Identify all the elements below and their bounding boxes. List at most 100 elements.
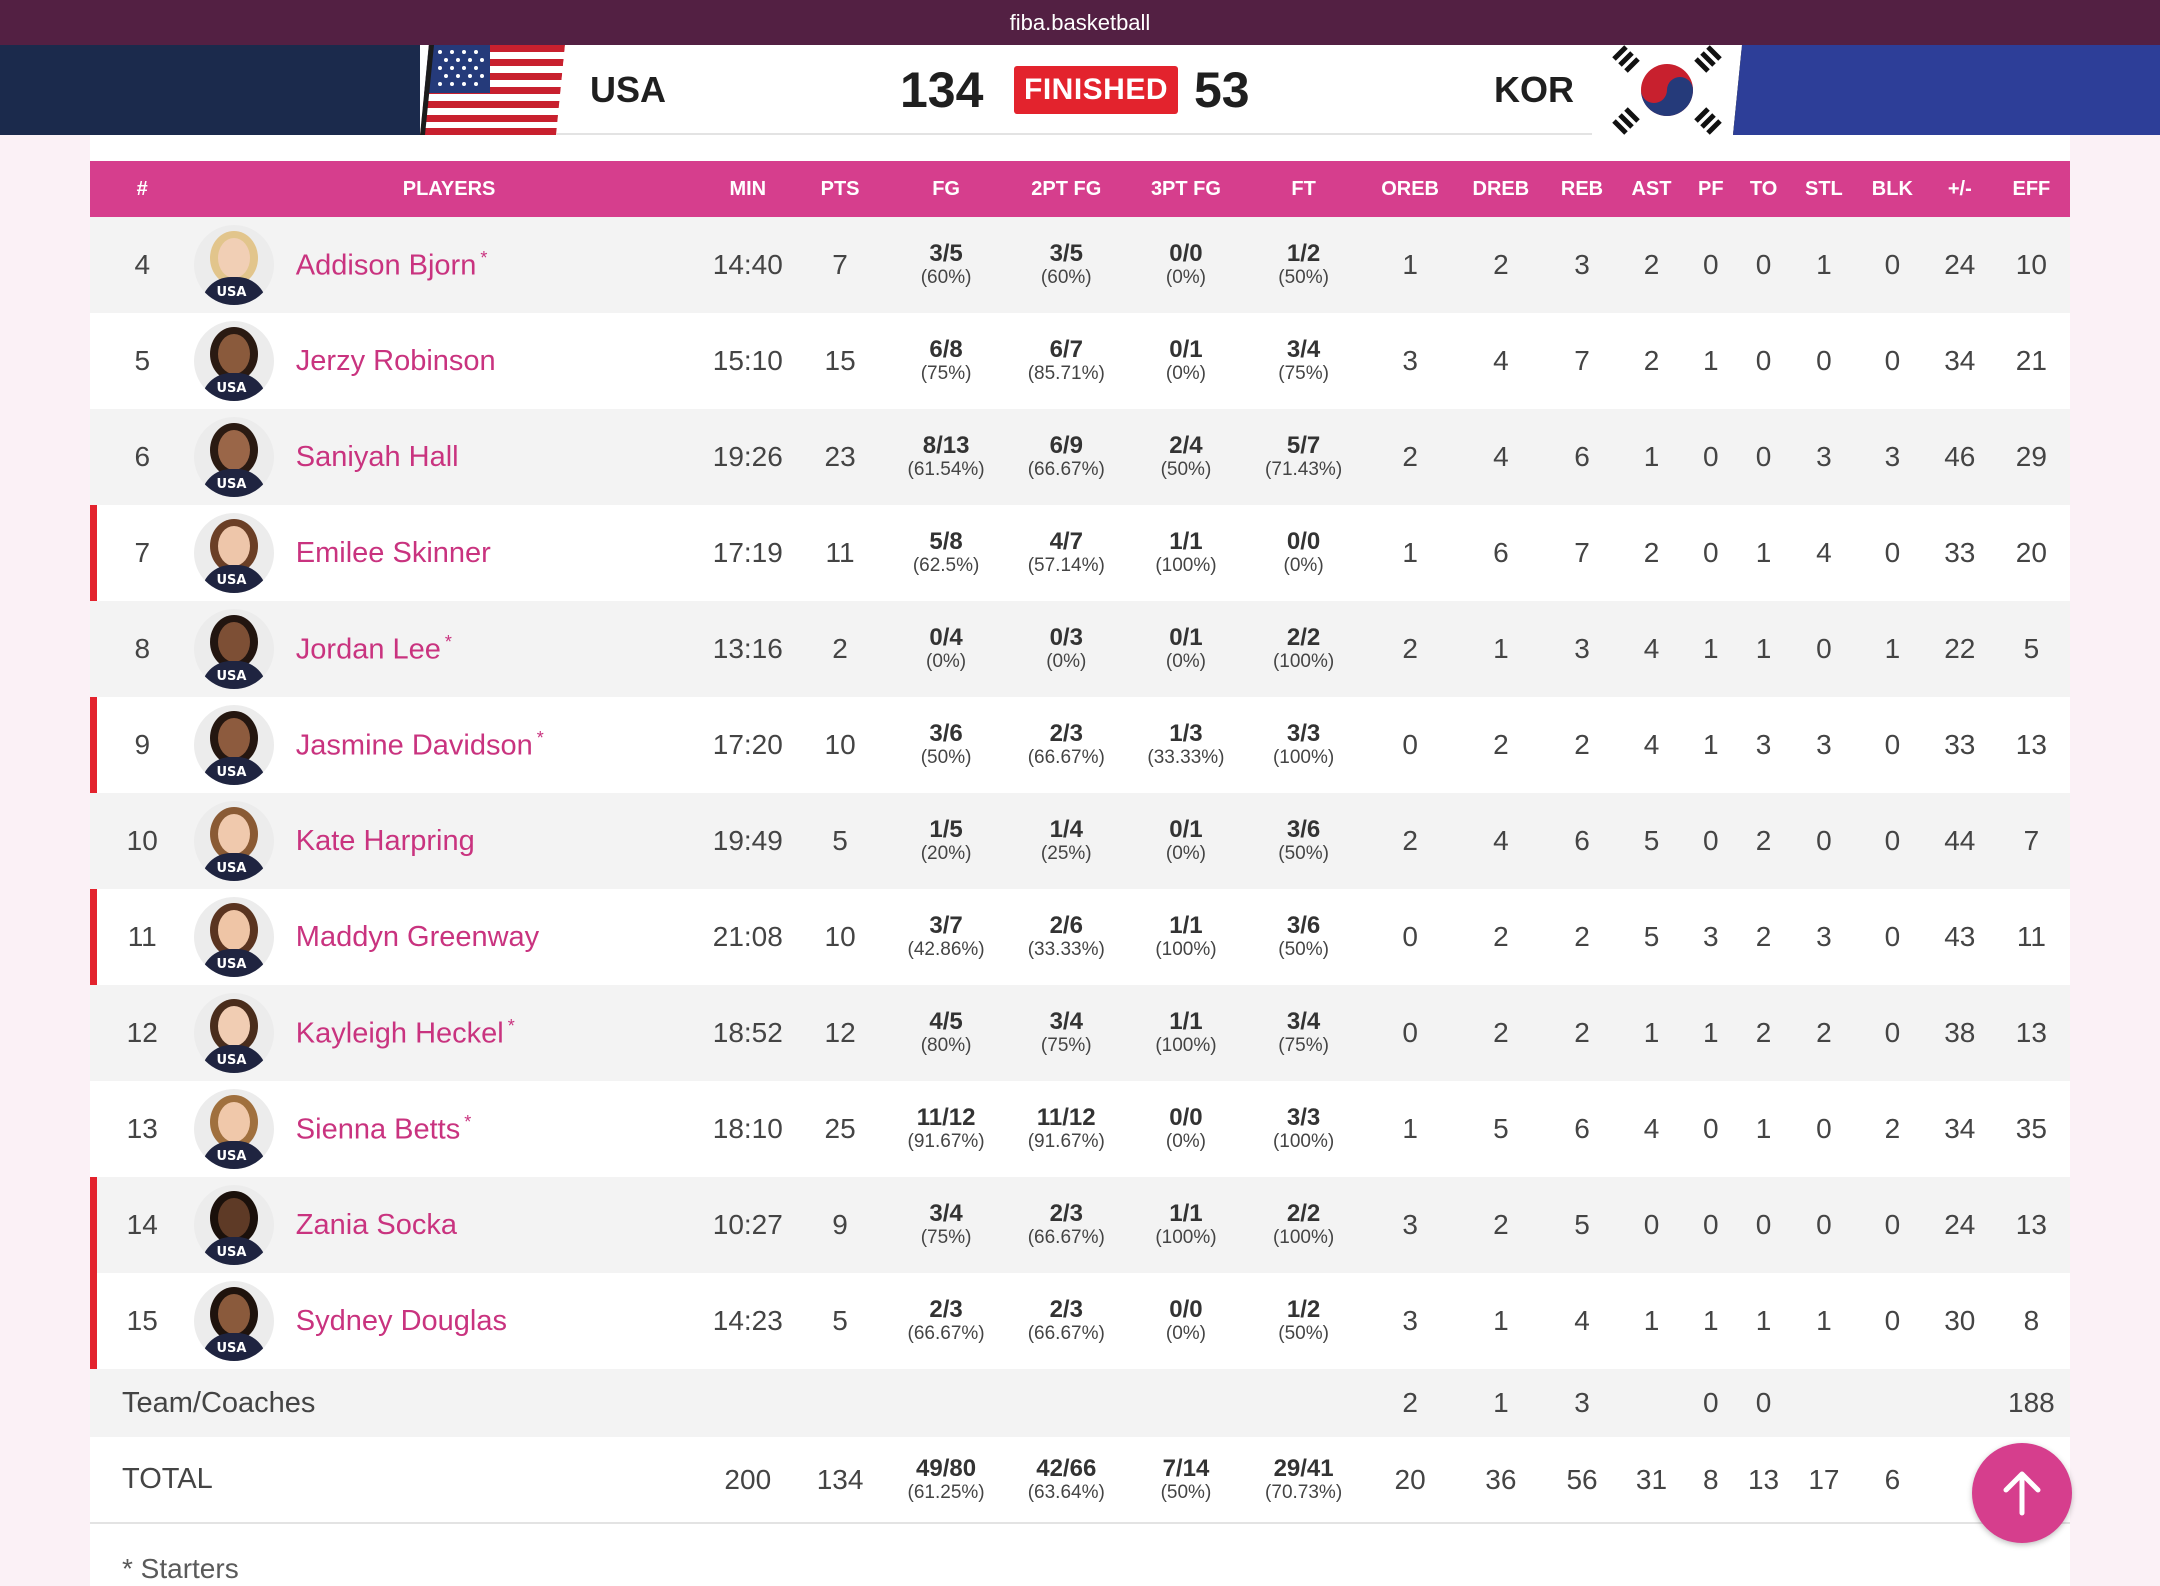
stat-fg: 5/8 (62.5%) [888, 505, 1004, 601]
player-name-link[interactable]: Emilee Skinner [288, 505, 704, 601]
col-header-blk[interactable]: BLK [1871, 177, 1913, 200]
stat-plus-minus: 22 [1944, 633, 1976, 664]
avatar[interactable]: USA [194, 1089, 275, 1169]
col-header-plus-minus[interactable]: +/- [1947, 177, 1972, 200]
stat-2pt-fg: 2/3 (66.67%) [1004, 697, 1129, 793]
player-name[interactable]: Jasmine Davidson [295, 729, 533, 762]
jersey-number: 5 [134, 345, 151, 376]
player-name-link[interactable]: Addison Bjorn * [288, 217, 704, 313]
stat-pf: 1 [1703, 1305, 1719, 1336]
player-name[interactable]: Kate Harpring [295, 824, 475, 857]
stat-2pt-fg-pct: (57.14%) [1027, 555, 1105, 576]
player-name-link[interactable]: Jordan Lee * [288, 601, 704, 697]
player-name[interactable]: Zania Socka [295, 1208, 457, 1241]
col-header-2pt-fg[interactable]: 2PT FG [1031, 177, 1102, 200]
avatar[interactable]: USA [194, 225, 275, 305]
stat-2pt-fg: 2/3 (66.67%) [1004, 1177, 1129, 1273]
browser-url-bar[interactable]: fiba.basketball [0, 0, 2160, 45]
stat-pf: 1 [1703, 1017, 1719, 1048]
stat-pf: 0 [1703, 441, 1719, 472]
col-header-pf[interactable]: PF [1698, 177, 1724, 200]
jersey-label: USA [216, 1053, 247, 1068]
avatar[interactable]: USA [194, 897, 275, 977]
stat-3pt-fg-pct: (0%) [1165, 651, 1206, 672]
away-team-band [1730, 45, 2160, 135]
avatar[interactable]: USA [194, 801, 275, 881]
jersey-label: USA [216, 573, 247, 588]
avatar-face [218, 622, 251, 662]
scroll-to-top-button[interactable] [1972, 1443, 2072, 1543]
col-header-ft[interactable]: FT [1291, 177, 1316, 200]
player-photo-cell: USA [194, 217, 287, 313]
col-header-pts[interactable]: PTS [820, 177, 860, 200]
avatar[interactable]: USA [194, 993, 275, 1073]
player-name-link[interactable]: Zania Socka [288, 1177, 704, 1273]
col-header-oreb[interactable]: OREB [1381, 177, 1439, 200]
jersey-label: USA [216, 957, 247, 972]
stat-stl: 3 [1816, 441, 1832, 472]
player-name[interactable]: Jerzy Robinson [295, 344, 496, 377]
stat-ast: 1 [1643, 441, 1660, 472]
player-name[interactable]: Sienna Betts [295, 1113, 461, 1146]
stat-blk: 0 [1884, 921, 1901, 952]
avatar[interactable]: USA [194, 417, 275, 497]
stat-to: 1 [1755, 1113, 1772, 1144]
usa-flag-icon [420, 45, 565, 135]
player-name[interactable]: Jordan Lee [295, 633, 441, 666]
player-name-link[interactable]: Jerzy Robinson [288, 313, 704, 409]
col-header-players[interactable]: PLAYERS [402, 177, 496, 200]
col-header-number[interactable]: # [136, 177, 148, 200]
box-score-table: # PLAYERS MIN PTS FG 2PT FG 3PT FG FT OR… [90, 161, 2070, 1524]
player-name[interactable]: Sydney Douglas [295, 1304, 507, 1337]
player-name-link[interactable]: Maddyn Greenway [288, 889, 704, 985]
stat-reb: 3 [1574, 633, 1590, 664]
avatar[interactable]: USA [194, 1185, 275, 1265]
jersey-label: USA [216, 285, 247, 300]
total-3pt-fg: 7/14 (50%) [1129, 1437, 1244, 1523]
stat-stl: 0 [1816, 1209, 1832, 1240]
stat-min: 15:10 [712, 345, 783, 376]
player-name[interactable]: Kayleigh Heckel [295, 1017, 504, 1050]
avatar[interactable]: USA [194, 705, 275, 785]
stat-eff: 11 [2016, 921, 2046, 952]
col-header-3pt-fg[interactable]: 3PT FG [1150, 177, 1221, 200]
avatar-face [218, 814, 251, 854]
player-name[interactable]: Addison Bjorn [295, 249, 477, 282]
total-ft-made: 29/41 [1273, 1454, 1334, 1482]
stat-fg: 3/4 (75%) [888, 1177, 1004, 1273]
player-name[interactable]: Saniyah Hall [295, 440, 459, 473]
col-header-min[interactable]: MIN [729, 177, 767, 200]
col-header-ast[interactable]: AST [1631, 177, 1672, 200]
col-header-dreb[interactable]: DREB [1472, 177, 1530, 200]
avatar[interactable]: USA [194, 513, 275, 593]
col-header-fg[interactable]: FG [932, 177, 960, 200]
col-header-reb[interactable]: REB [1560, 177, 1604, 200]
player-name-link[interactable]: Saniyah Hall [288, 409, 704, 505]
player-photo-cell: USA [194, 1273, 287, 1369]
col-header-to[interactable]: TO [1749, 177, 1778, 200]
player-name[interactable]: Maddyn Greenway [295, 920, 540, 953]
avatar[interactable]: USA [194, 321, 275, 401]
stat-3pt-fg-pct: (33.33%) [1147, 747, 1225, 768]
home-team-name: USA [590, 69, 667, 110]
player-name-link[interactable]: Jasmine Davidson * [288, 697, 704, 793]
stat-pts: 23 [824, 441, 856, 472]
stat-plus-minus: 34 [1944, 1113, 1976, 1144]
player-name-link[interactable]: Kayleigh Heckel * [288, 985, 704, 1081]
stat-dreb: 4 [1493, 441, 1509, 472]
home-score: 134 [900, 62, 984, 118]
player-name-link[interactable]: Sienna Betts * [288, 1081, 704, 1177]
avatar[interactable]: USA [194, 1281, 275, 1361]
col-header-eff[interactable]: EFF [2012, 177, 2051, 200]
player-name[interactable]: Emilee Skinner [295, 536, 491, 569]
stat-eff: 10 [2015, 249, 2047, 280]
stat-oreb: 3 [1402, 1305, 1418, 1336]
player-name-link[interactable]: Sydney Douglas [288, 1273, 704, 1369]
col-header-stl[interactable]: STL [1805, 177, 1843, 200]
stat-dreb: 1 [1493, 633, 1509, 664]
stat-ft: 3/3 (100%) [1243, 697, 1364, 793]
player-name-link[interactable]: Kate Harpring [288, 793, 704, 889]
stat-3pt-fg-pct: (100%) [1155, 1035, 1217, 1056]
arrow-up-icon [2003, 1471, 2041, 1516]
avatar[interactable]: USA [194, 609, 275, 689]
